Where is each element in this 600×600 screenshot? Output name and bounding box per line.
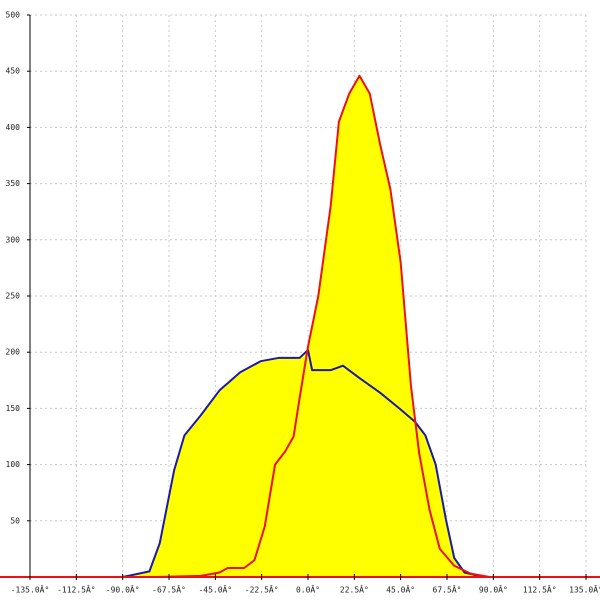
area <box>155 75 490 578</box>
y-tick-label: 350 <box>6 179 21 188</box>
y-tick-label: 50 <box>10 516 20 525</box>
x-tick-label: -112.5Â° <box>57 584 96 595</box>
y-tick-label: 250 <box>6 292 21 301</box>
x-tick-label: 45.0Â° <box>386 584 415 595</box>
line <box>122 348 490 578</box>
x-tick-label: -22.5Â° <box>245 584 279 595</box>
x-tick-label: -67.5Â° <box>152 584 186 595</box>
y-tick-label: 200 <box>6 348 21 357</box>
lines <box>122 74 490 578</box>
x-tick-label: 67.5Â° <box>433 584 462 595</box>
labels: -135.0Â° -112.5Â° -90.0Â° -67.5Â° -45.0Â° -22… <box>6 11 600 595</box>
line <box>155 74 490 578</box>
x-tick-label: -45.0Â° <box>198 584 232 595</box>
y-tick-label: 150 <box>6 404 21 413</box>
y-tick-label: 300 <box>6 235 21 244</box>
x-tick-label: 112.5Â° <box>523 584 557 595</box>
x-tick-label: 135.0Â° <box>569 584 600 595</box>
y-tick-label: 450 <box>6 67 21 76</box>
x-tick-label: 22.5Â° <box>340 584 369 595</box>
y-tick-label: 400 <box>6 123 21 132</box>
y-tick-label: 100 <box>6 460 21 469</box>
x-tick-label: 0.0Â° <box>296 584 320 595</box>
x-tick-label: -135.0Â° <box>11 584 50 595</box>
x-tick-label: 90.0Â° <box>479 584 508 595</box>
x-tick-label: -90.0Â° <box>106 584 140 595</box>
y-tick-label: 500 <box>6 11 21 20</box>
areas <box>122 75 490 578</box>
